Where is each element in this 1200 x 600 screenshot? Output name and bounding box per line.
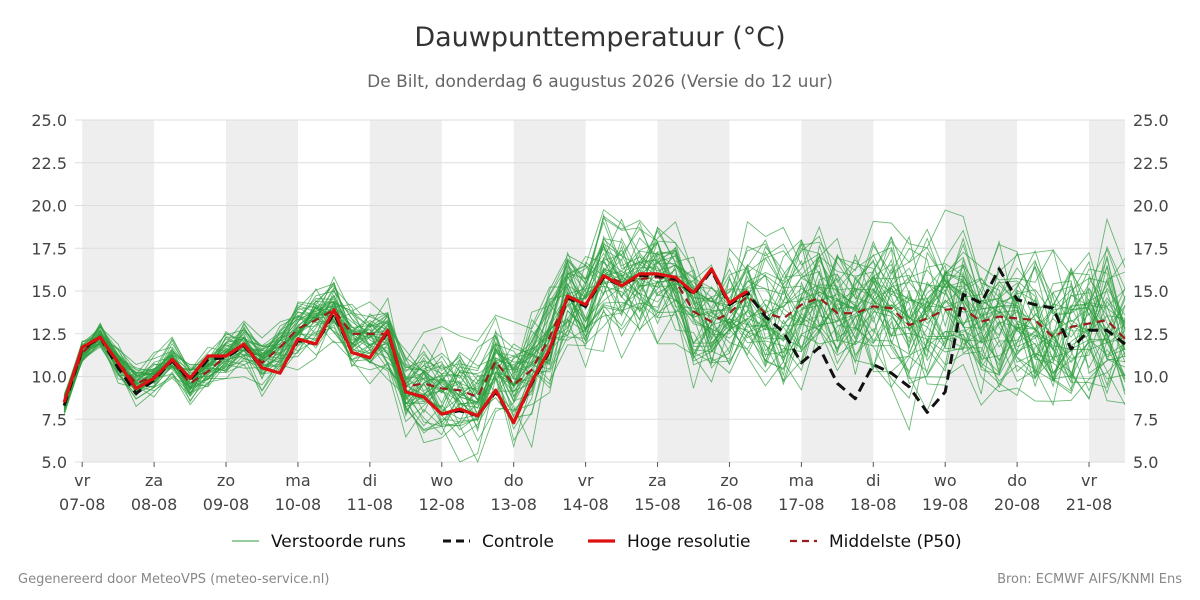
y-tick-label: 5.0 — [42, 453, 67, 472]
x-tick-day: ma — [285, 471, 310, 490]
x-tick-day: zo — [217, 471, 235, 490]
y-axis-left: 5.0 7.5 10.0 12.5 15.0 17.5 20.0 22.5 25.0 — [31, 111, 67, 472]
ensemble-member-line — [63, 237, 1126, 399]
y-tick-label: 22.5 — [31, 154, 67, 173]
ensemble-member-line — [63, 235, 1126, 415]
y-tick-label: 15.0 — [31, 282, 67, 301]
legend-ensemble-label: Verstoorde runs — [271, 532, 406, 552]
chart-subtitle: De Bilt, donderdag 6 augustus 2026 (Vers… — [367, 72, 833, 92]
y-tick-label: 17.5 — [31, 239, 67, 258]
footer-source: Bron: ECMWF AIFS/KNMI Ens — [997, 572, 1182, 587]
x-tick-day: zo — [720, 471, 738, 490]
ensemble-member-line — [63, 244, 1126, 442]
ensemble-member-line — [63, 247, 1126, 398]
legend-median-label: Middelste (P50) — [829, 532, 962, 552]
ensemble-member-line — [63, 213, 1126, 424]
ensemble-member-line — [63, 220, 1126, 404]
ensemble-member-line — [63, 245, 1126, 418]
x-tick-day: do — [1007, 471, 1027, 490]
x-tick-date: 16-08 — [706, 495, 753, 514]
ensemble-member-line — [63, 237, 1126, 439]
ensemble-member-line — [63, 209, 1126, 402]
x-tick-date: 08-08 — [131, 495, 178, 514]
y-tick-label: 10.0 — [1133, 368, 1169, 387]
footer-generated: Gegenereerd door MeteoVPS (meteo-service… — [18, 572, 330, 587]
x-tick-day: ma — [789, 471, 814, 490]
ensemble-member-line — [63, 220, 1126, 406]
legend-control-label: Controle — [482, 532, 554, 552]
chart-title: Dauwpunttemperatuur (°C) — [414, 22, 786, 53]
x-tick-day: za — [648, 471, 666, 490]
x-tick-day: za — [145, 471, 163, 490]
x-tick-date: 15-08 — [634, 495, 681, 514]
y-tick-label: 17.5 — [1133, 239, 1169, 258]
ensemble-member-line — [63, 258, 1126, 463]
x-tick-date: 17-08 — [778, 495, 825, 514]
x-tick-date: 11-08 — [347, 495, 394, 514]
y-tick-label: 12.5 — [1133, 325, 1169, 344]
y-tick-label: 20.0 — [31, 197, 67, 216]
y-tick-label: 25.0 — [1133, 111, 1169, 130]
y-tick-label: 25.0 — [31, 111, 67, 130]
y-tick-label: 22.5 — [1133, 154, 1169, 173]
x-tick-day: wo — [934, 471, 957, 490]
y-axis-right: 5.0 7.5 10.0 12.5 15.0 17.5 20.0 22.5 25.0 — [1133, 111, 1169, 472]
x-tick-date: 14-08 — [562, 495, 609, 514]
legend: Verstoorde runs Controle Hoge resolutie Mid… — [232, 532, 962, 552]
x-axis: vr 07-08 za 08-08 zo 09-08 ma 10-08 di 11-08 wo 12-… — [59, 462, 1112, 514]
x-tick-date: 18-08 — [850, 495, 897, 514]
x-tick-day: do — [504, 471, 524, 490]
y-tick-label: 5.0 — [1133, 453, 1158, 472]
y-tick-label: 20.0 — [1133, 197, 1169, 216]
y-tick-label: 12.5 — [31, 325, 67, 344]
x-tick-date: 13-08 — [490, 495, 537, 514]
x-tick-date: 20-08 — [994, 495, 1041, 514]
x-tick-date: 12-08 — [419, 495, 466, 514]
high-resolution-line — [62, 267, 749, 425]
x-tick-day: vr — [1081, 471, 1097, 490]
x-tick-day: vr — [74, 471, 90, 490]
x-tick-day: di — [866, 471, 881, 490]
x-tick-date: 09-08 — [203, 495, 250, 514]
x-tick-date: 07-08 — [59, 495, 106, 514]
x-tick-day: wo — [430, 471, 453, 490]
main-series-lines — [62, 267, 1126, 425]
y-tick-label: 7.5 — [1133, 410, 1158, 429]
legend-high-resolution-label: Hoge resolutie — [627, 532, 751, 552]
ensemble-member-line — [63, 248, 1126, 410]
y-tick-label: 10.0 — [31, 368, 67, 387]
x-tick-day: vr — [578, 471, 594, 490]
y-tick-label: 7.5 — [42, 410, 67, 429]
y-tick-label: 15.0 — [1133, 282, 1169, 301]
x-tick-date: 21-08 — [1066, 495, 1113, 514]
x-tick-date: 19-08 — [922, 495, 969, 514]
x-tick-date: 10-08 — [275, 495, 322, 514]
x-tick-day: di — [363, 471, 378, 490]
